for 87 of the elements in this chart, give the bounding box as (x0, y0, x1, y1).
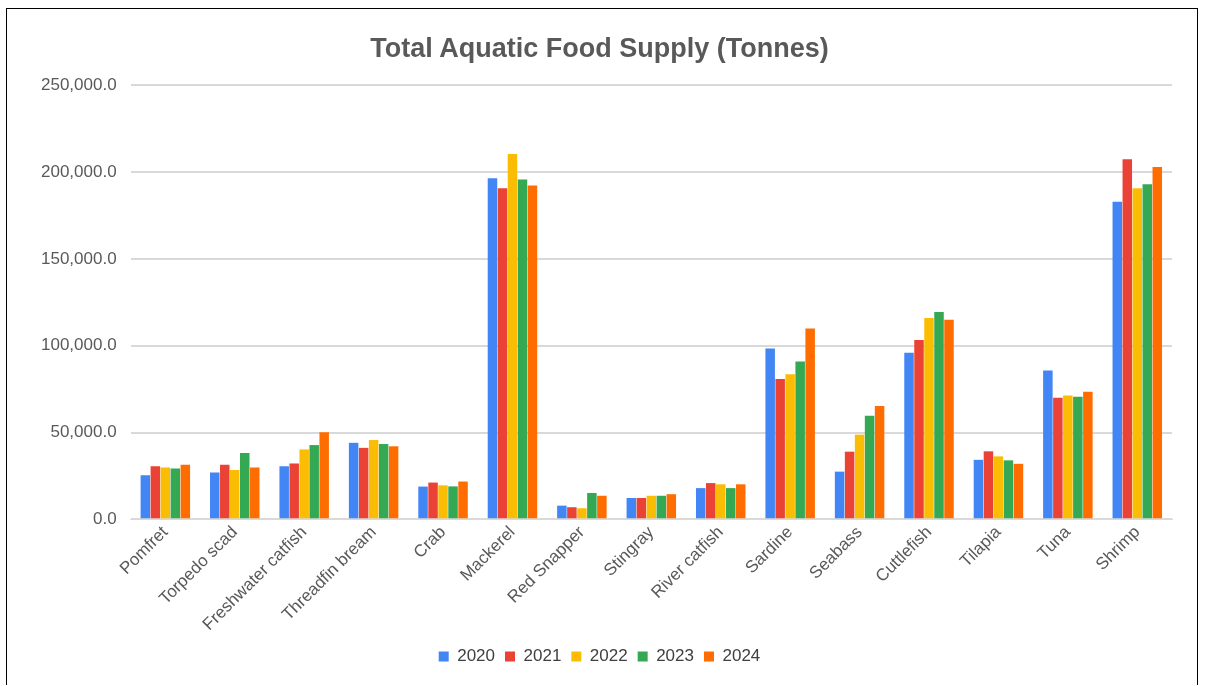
bar (854, 434, 865, 519)
bar (636, 498, 647, 519)
bar (944, 319, 954, 519)
bar (388, 446, 399, 519)
bar (973, 459, 984, 519)
bar (428, 482, 438, 519)
bar (230, 470, 240, 519)
legend-label: 2023 (656, 646, 694, 666)
bar (765, 348, 775, 519)
bar (696, 488, 706, 519)
legend-label: 2022 (589, 646, 628, 666)
bar (240, 452, 250, 519)
bar (1132, 188, 1143, 519)
bar (577, 508, 587, 519)
bar (735, 484, 746, 519)
bar (874, 406, 885, 519)
y-tick-label: 0.0 (92, 509, 117, 529)
bar (279, 466, 289, 519)
bar (527, 185, 538, 519)
y-tick-label: 150,000.0 (40, 248, 117, 268)
bar (418, 486, 428, 519)
bar (250, 467, 260, 519)
bar (785, 374, 795, 519)
legend-label: 2024 (722, 646, 761, 666)
bar (1083, 391, 1093, 519)
y-tick-label: 50,000.0 (50, 422, 117, 442)
bar (924, 318, 934, 519)
bar (626, 498, 637, 519)
bar (1073, 396, 1083, 519)
bar (220, 464, 230, 519)
bar (487, 178, 498, 519)
bar (1152, 166, 1163, 519)
bar (140, 475, 151, 519)
bar (864, 415, 875, 519)
bar (646, 495, 657, 519)
bar (1003, 460, 1014, 519)
bar (715, 484, 726, 519)
bar (705, 483, 716, 519)
bar (378, 444, 389, 519)
bar (834, 471, 845, 519)
bar (170, 468, 181, 519)
bar (725, 488, 736, 519)
bar (844, 451, 855, 519)
bar (458, 481, 468, 519)
bar (348, 442, 359, 519)
bar (438, 485, 448, 519)
bar (448, 486, 458, 519)
bar (507, 153, 518, 519)
bar (319, 432, 329, 519)
bar (497, 188, 508, 519)
bar (567, 507, 577, 519)
bar (1063, 395, 1073, 519)
bar (160, 467, 171, 519)
bar (180, 464, 191, 519)
bar (1112, 201, 1123, 519)
chart-title: Total Aquatic Food Supply (Tonnes) (370, 32, 829, 63)
y-tick-label: 250,000.0 (40, 75, 117, 95)
bar (517, 179, 528, 519)
bar (597, 495, 607, 519)
bar (1142, 184, 1153, 519)
bar (795, 361, 805, 519)
bar (914, 339, 924, 519)
bar (805, 328, 815, 519)
bar (299, 449, 309, 519)
bar (150, 466, 161, 519)
y-tick-label: 200,000.0 (40, 161, 117, 181)
bar (1122, 159, 1133, 519)
bar (368, 440, 379, 519)
bar (1013, 463, 1024, 519)
y-tick-label: 100,000.0 (40, 335, 117, 355)
bar (993, 456, 1004, 519)
bar (934, 311, 944, 519)
bar (587, 492, 597, 519)
bar (1053, 397, 1063, 519)
bar (358, 447, 369, 519)
bar (983, 451, 994, 519)
bar (557, 505, 567, 519)
bar (210, 472, 220, 519)
legend-label: 2021 (523, 646, 562, 666)
bar (656, 495, 667, 519)
bar (904, 352, 914, 519)
bar (666, 494, 677, 519)
legend-label: 2020 (457, 646, 496, 666)
bar (309, 445, 319, 519)
bar (289, 463, 299, 519)
bar (775, 379, 785, 519)
bar (1043, 370, 1053, 519)
